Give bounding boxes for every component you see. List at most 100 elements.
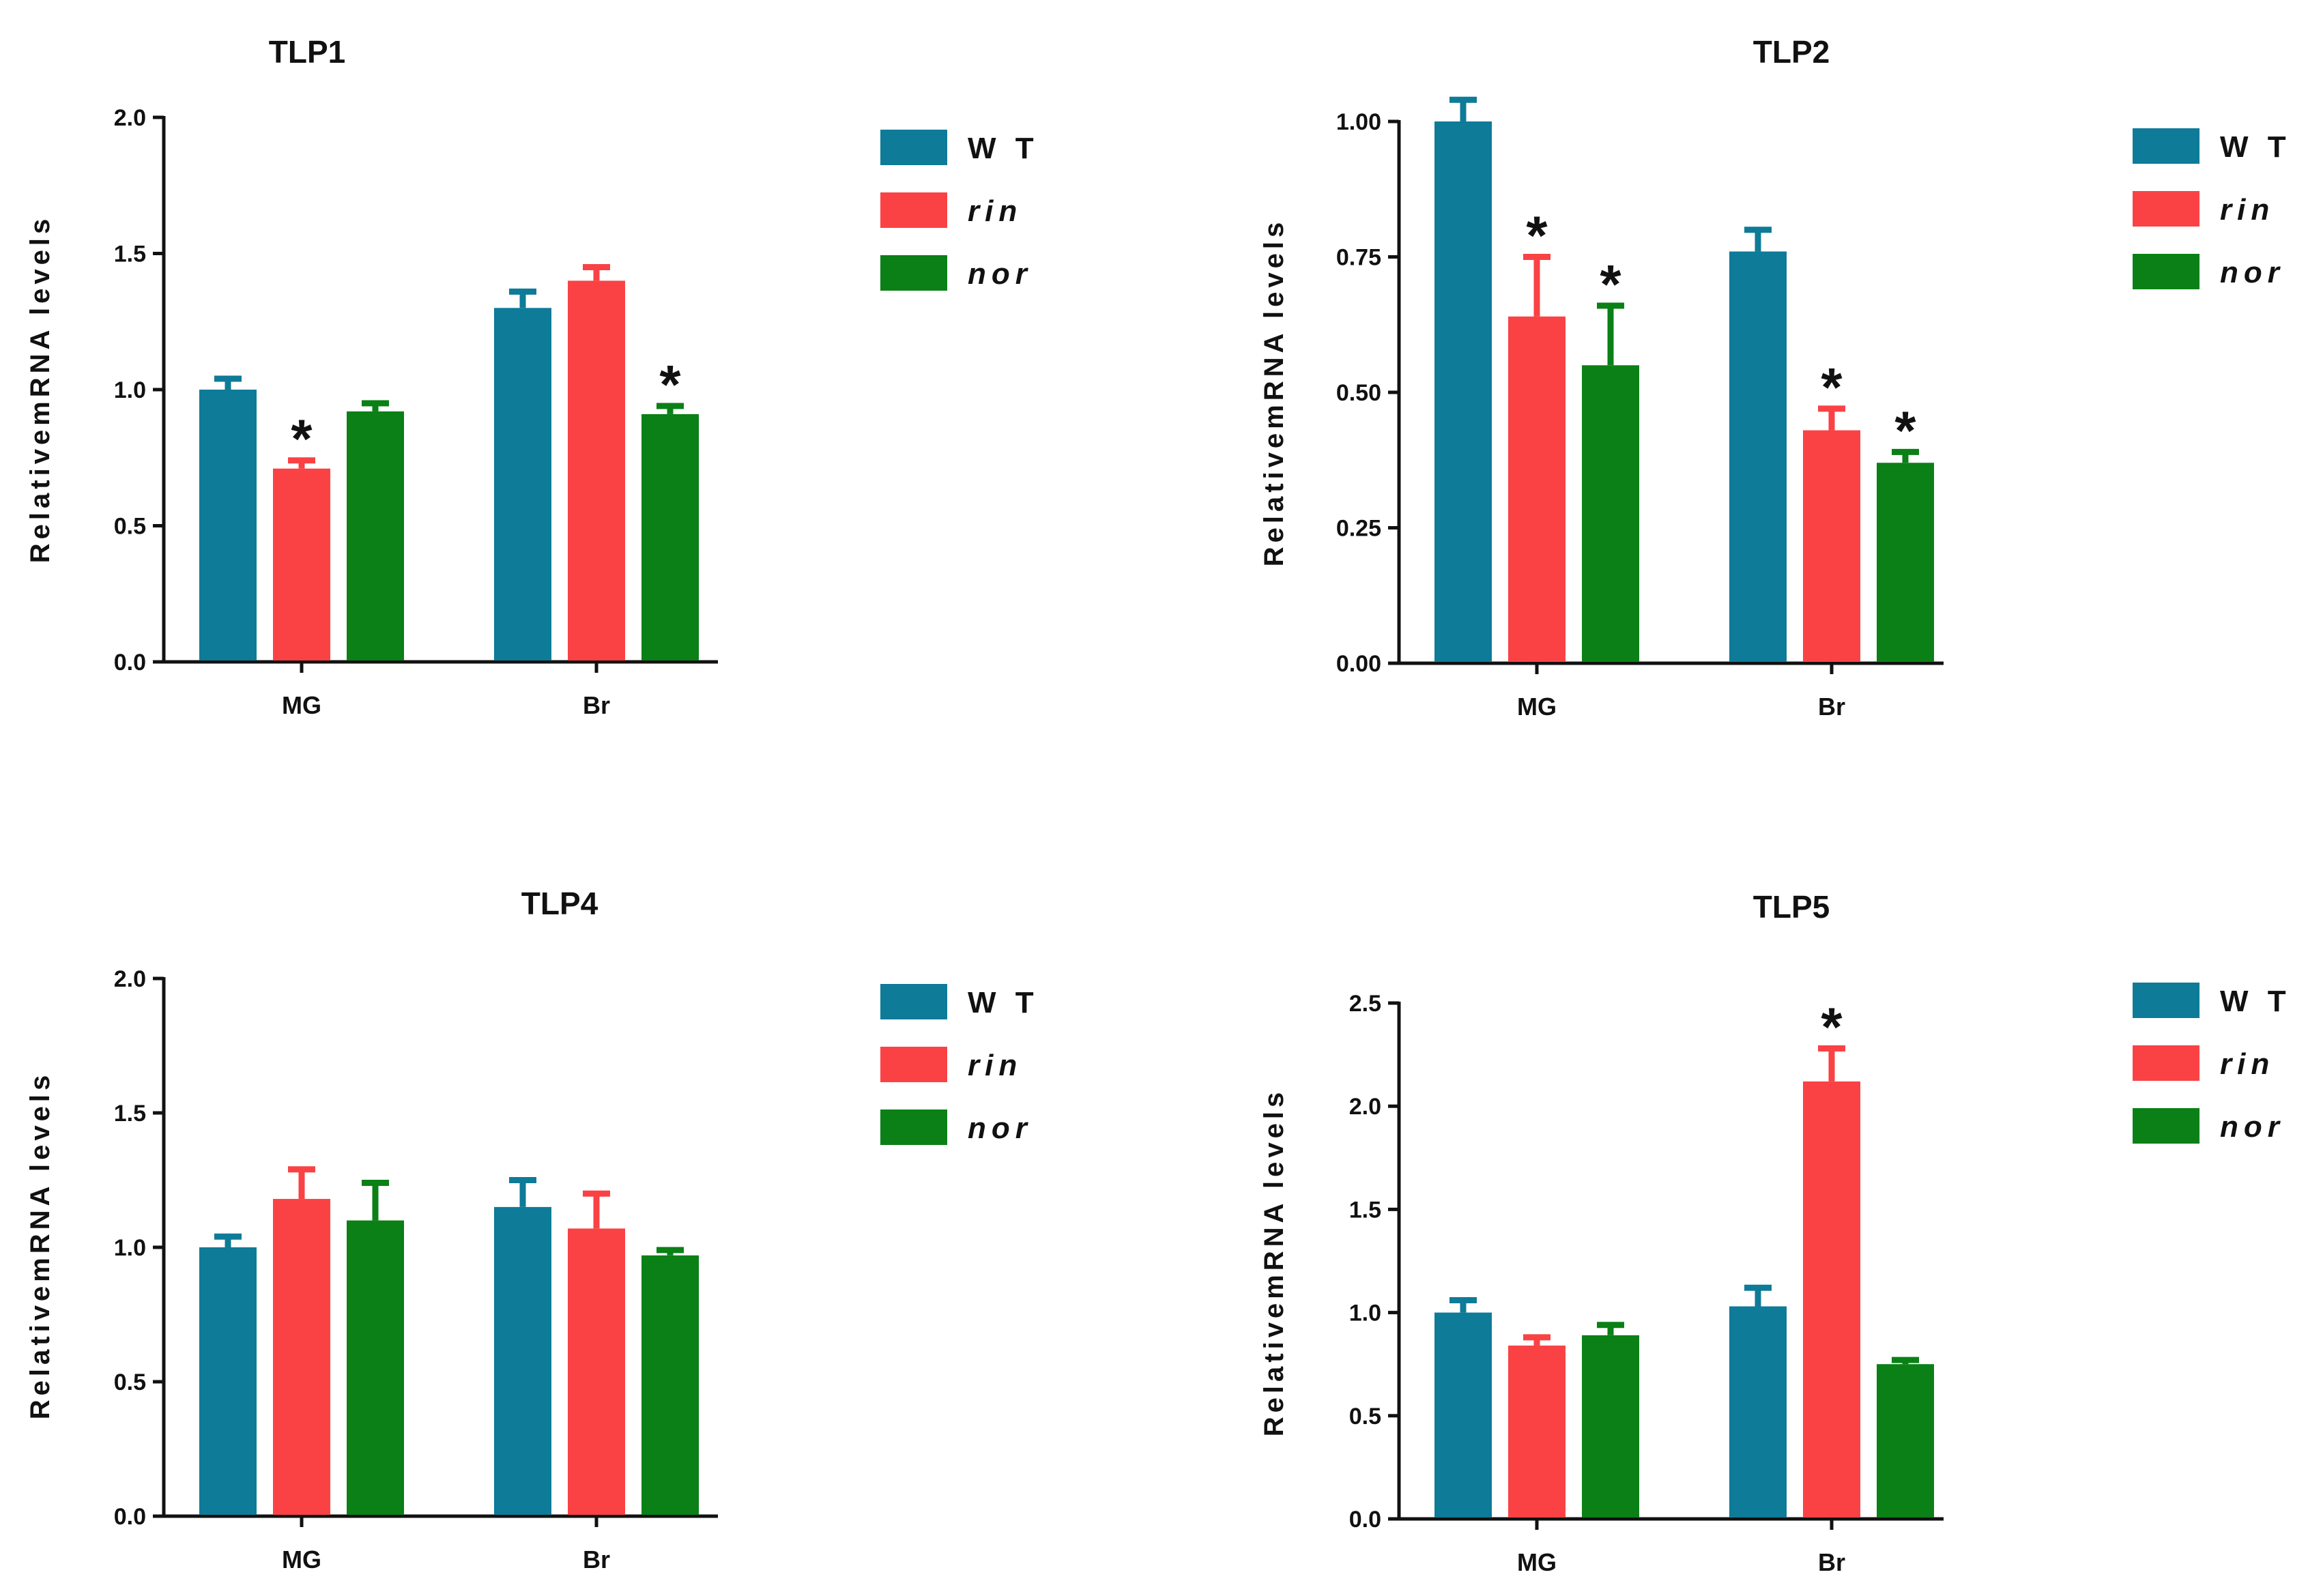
bar-nor-mg: [347, 1220, 404, 1515]
bar-rin-mg: [1508, 1345, 1566, 1518]
chart-title: TLP1: [269, 34, 345, 70]
chart-3: TLP4 RelativemRNA levels 0.0 0.5 1.0 1.5 2.0 MG…: [25, 886, 1039, 1573]
legend-swatch: [880, 192, 947, 228]
legend-swatch: [880, 130, 947, 165]
y-tick-label: 0.5: [114, 514, 146, 540]
bar-wt-br: [494, 308, 551, 661]
y-tick-label: 2.0: [114, 105, 146, 131]
bar-rin-mg: [273, 468, 330, 661]
legend-swatch: [880, 1047, 947, 1082]
legend-swatch: [2133, 254, 2199, 289]
significance-star: *: [1821, 357, 1843, 418]
y-tick-label: 0.5: [114, 1369, 146, 1395]
y-tick-label: 0.0: [114, 1504, 146, 1530]
legend-swatch: [2133, 1045, 2199, 1081]
bar-rin-mg: [273, 1199, 330, 1515]
significance-star: *: [1600, 254, 1621, 315]
y-tick-label: 0.25: [1336, 516, 1381, 542]
y-tick-label: 0.5: [1349, 1404, 1381, 1430]
legend-label: W T: [2220, 985, 2292, 1018]
legend-swatch: [880, 255, 947, 291]
chart-4: TLP5 RelativemRNA levels 0.0 0.5 1.0 1.5 2.0 2.…: [1259, 889, 2292, 1576]
y-axis-label: RelativemRNA levels: [25, 215, 55, 563]
legend-label: rin: [2220, 193, 2275, 227]
significance-star: *: [659, 354, 681, 415]
legend-label: nor: [968, 1112, 1033, 1145]
x-category-label: MG: [1517, 1548, 1557, 1576]
y-tick-label: 1.0: [114, 377, 146, 403]
y-tick-label: 1.5: [1349, 1197, 1381, 1223]
legend-swatch: [880, 1109, 947, 1145]
legend-label: nor: [2220, 256, 2285, 289]
y-tick-label: 2.0: [114, 966, 146, 992]
legend: W T rin nor: [2133, 128, 2292, 289]
y-tick-label: 1.5: [114, 1101, 146, 1127]
bar-rin-mg: [1508, 316, 1566, 662]
bar-wt-mg: [199, 390, 257, 661]
x-category-label: MG: [282, 1546, 321, 1573]
bar-nor-br: [1877, 463, 1934, 662]
significance-star: *: [291, 409, 313, 469]
y-tick-label: 0.00: [1336, 651, 1381, 677]
legend-swatch: [2133, 1108, 2199, 1144]
bar-wt-br: [1729, 1306, 1787, 1518]
significance-star: *: [1894, 400, 1916, 461]
chart-title: TLP4: [521, 886, 598, 921]
y-tick-label: 0.0: [114, 650, 146, 676]
chart-title: TLP5: [1753, 889, 1830, 925]
bar-nor-br: [641, 1255, 699, 1515]
bar-rin-br: [1803, 1081, 1860, 1518]
legend-swatch: [2133, 191, 2199, 227]
chart-1: TLP1 RelativemRNA levels 0.0 0.5 1.0 1.5 2.0 MG…: [25, 34, 1039, 719]
bar-wt-mg: [199, 1247, 257, 1515]
bar-wt-br: [1729, 251, 1787, 662]
y-axis-label: RelativemRNA levels: [1259, 1088, 1289, 1436]
legend-label: rin: [2220, 1047, 2275, 1081]
legend-swatch: [880, 984, 947, 1019]
y-tick-label: 0.75: [1336, 245, 1381, 271]
bar-nor-mg: [1582, 365, 1639, 662]
bar-nor-br: [1877, 1364, 1934, 1518]
y-tick-label: 1.00: [1336, 109, 1381, 135]
bar-wt-br: [494, 1206, 551, 1515]
y-axis-label: RelativemRNA levels: [25, 1071, 55, 1419]
legend-label: W T: [968, 986, 1039, 1019]
x-category-label: MG: [1517, 693, 1557, 721]
bar-rin-br: [1803, 430, 1860, 662]
y-tick-label: 2.5: [1349, 991, 1381, 1017]
bar-rin-br: [568, 1228, 625, 1515]
y-tick-label: 1.0: [1349, 1301, 1381, 1326]
chart-title: TLP2: [1753, 34, 1830, 70]
bar-wt-mg: [1434, 1312, 1492, 1518]
legend: W T rin nor: [880, 130, 1039, 291]
x-category-label: Br: [1818, 693, 1845, 721]
x-category-label: Br: [1818, 1548, 1845, 1576]
y-tick-label: 2.0: [1349, 1094, 1381, 1120]
legend-swatch: [2133, 983, 2199, 1018]
legend: W T rin nor: [880, 984, 1039, 1145]
bar-nor-br: [641, 413, 699, 661]
x-category-label: MG: [282, 691, 321, 719]
significance-star: *: [1821, 997, 1843, 1058]
legend-label: rin: [968, 1049, 1022, 1082]
y-tick-label: 0.0: [1349, 1507, 1381, 1533]
legend-label: rin: [968, 194, 1022, 228]
legend-label: nor: [968, 257, 1033, 291]
y-axis-label: RelativemRNA levels: [1259, 218, 1289, 566]
bar-nor-mg: [347, 411, 404, 661]
legend-label: W T: [2220, 130, 2292, 164]
bar-rin-br: [568, 280, 625, 661]
y-tick-label: 1.0: [114, 1235, 146, 1261]
legend-label: nor: [2220, 1110, 2285, 1144]
y-tick-label: 0.50: [1336, 380, 1381, 406]
bar-wt-mg: [1434, 121, 1492, 662]
x-category-label: Br: [583, 691, 610, 719]
chart-2: TLP2 RelativemRNA levels 0.00 0.25 0.50 0.75 1…: [1259, 34, 2292, 721]
x-category-label: Br: [583, 1546, 610, 1573]
legend-label: W T: [968, 132, 1039, 165]
y-tick-label: 1.5: [114, 242, 146, 267]
legend-swatch: [2133, 128, 2199, 164]
significance-star: *: [1526, 205, 1548, 266]
bar-nor-mg: [1582, 1335, 1639, 1518]
